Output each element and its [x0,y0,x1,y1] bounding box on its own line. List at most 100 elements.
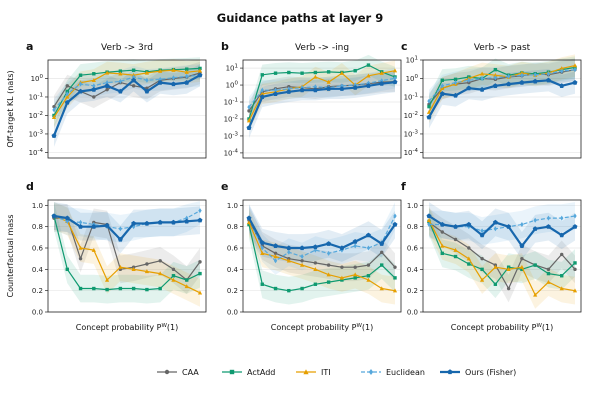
data-point [158,286,162,291]
data-point [198,260,202,264]
x-axis-label: Concept probability PW(1) [76,323,178,332]
data-point [300,259,304,263]
data-point [91,77,96,82]
data-point [453,77,458,82]
data-point [453,224,459,229]
data-point [118,78,123,84]
data-point [92,72,96,76]
data-point [426,114,432,120]
band-actadd [249,54,395,130]
data-point [533,72,537,78]
panel-title: Verb -> 3rd [101,43,153,53]
data-point [519,79,525,85]
data-point [64,99,70,105]
band-ours-fisher- [54,64,200,147]
data-point [145,262,149,266]
data-point [78,219,83,225]
band-ours-fisher- [249,71,395,139]
data-point [131,68,136,72]
data-point [326,70,331,74]
data-point [286,89,292,94]
panel-letter: a [26,40,33,53]
data-point [466,256,471,261]
data-point [453,247,458,252]
data-point [560,274,564,278]
data-point [392,68,398,73]
data-point [572,79,578,85]
data-point [145,86,149,90]
legend-item-ours-fisher: Ours (Fisher) [440,368,516,377]
axes-frame [422,199,582,313]
data-point [546,267,551,272]
data-point [78,88,84,94]
data-point [519,264,525,269]
axes-frame [242,59,402,159]
series-line [248,220,396,268]
data-point [533,217,537,223]
data-point [313,70,318,75]
data-point [572,224,578,229]
data-point [352,85,358,90]
data-point [65,94,70,99]
axes-frame [47,59,207,159]
data-point [426,217,432,222]
band-caa [249,71,395,122]
data-point [260,91,265,96]
data-point [52,104,56,109]
data-point [78,81,83,87]
data-point [506,267,511,272]
data-point [479,232,485,238]
data-point [273,243,279,248]
data-point [393,276,397,280]
data-point [453,237,458,242]
data-point [92,83,96,89]
data-point [519,70,525,75]
y-tick-label: 10-4 [29,148,44,157]
band-caa [54,61,200,118]
data-point [157,219,163,225]
data-point [440,230,444,234]
data-point [65,84,69,88]
series-line [248,222,396,292]
y-tick-label: 0.0 [32,309,43,317]
y-tick-label: 100 [226,81,239,90]
y-tick-label: 1.0 [227,202,238,210]
data-point [78,245,83,250]
data-point [104,277,110,282]
data-point [247,222,251,227]
data-point [105,80,109,86]
data-point [287,249,291,255]
data-point [171,267,176,272]
data-point [353,272,358,277]
data-point [144,269,150,274]
data-point [118,71,123,76]
data-point [326,250,331,256]
data-point [353,265,357,269]
data-point [479,71,485,76]
data-point [492,83,498,88]
series-line [53,215,201,294]
y-tick-label: 0.2 [32,287,43,295]
data-point [92,286,96,291]
data-point [171,274,176,278]
data-point [198,66,202,71]
data-point [64,215,70,221]
data-point [118,286,123,291]
data-point [51,133,57,138]
data-point [573,67,577,73]
data-point [184,218,190,224]
data-point [326,272,331,277]
y-tick-label: 1.0 [32,202,43,210]
data-point [326,263,331,267]
data-point [480,267,484,272]
legend-marker [229,369,235,375]
y-tick-label: 10-3 [224,131,239,140]
data-point [560,215,564,221]
y-tick-label: 0.2 [407,287,418,295]
data-point [366,277,371,282]
data-point [560,252,564,257]
panel-c: 10-4 10-3 10-2 10-1 100 101 c Verb -> past [401,40,582,159]
band-actadd [429,207,575,299]
data-point [131,77,137,83]
data-point [467,262,471,266]
